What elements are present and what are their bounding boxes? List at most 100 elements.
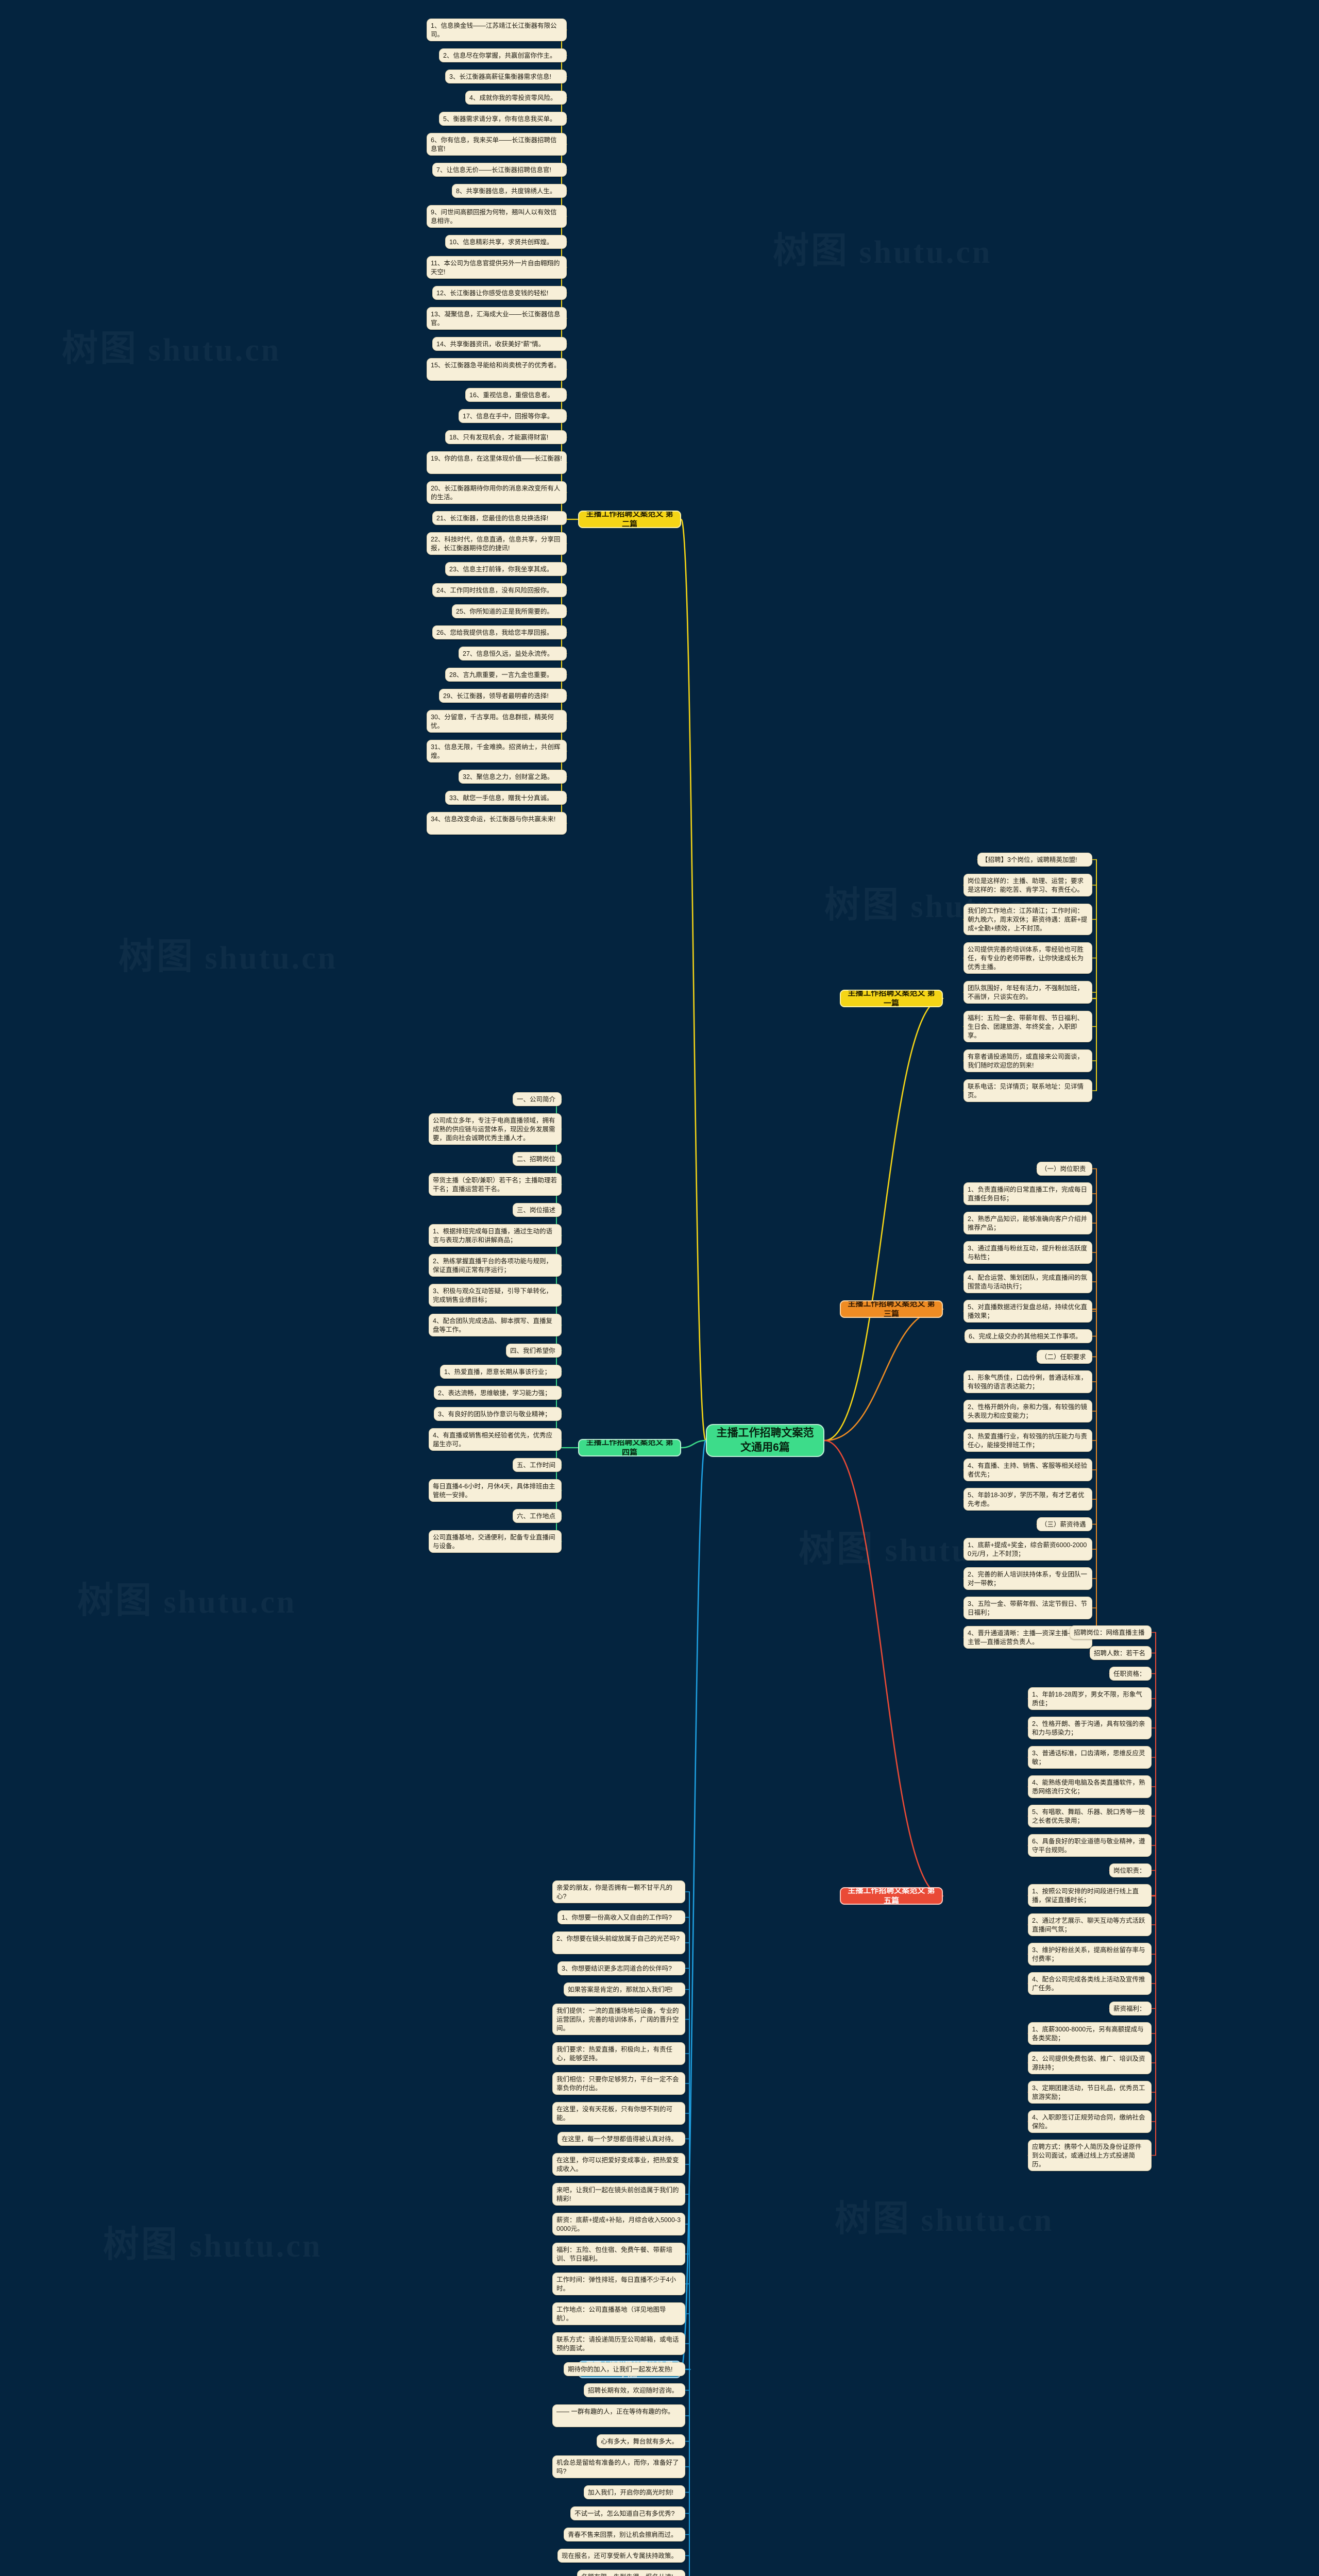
leaf-node[interactable]: 不试一试，怎么知道自己有多优秀?: [570, 2506, 685, 2520]
leaf-node[interactable]: 4、入职即签订正规劳动合同，缴纳社会保险。: [1028, 2110, 1152, 2133]
leaf-node[interactable]: 在这里，你可以把爱好变成事业，把热爱变成收入。: [552, 2153, 685, 2176]
leaf-node[interactable]: 我们的工作地点：江苏靖江；工作时间：朝九晚六，周末双休；薪资待遇：底薪+提成+全…: [963, 904, 1092, 935]
leaf-node[interactable]: 1、根据排班完成每日直播，通过生动的语言与表现力展示和讲解商品；: [429, 1224, 562, 1247]
leaf-node[interactable]: 26、您给我提供信息，我给您丰厚回报。: [432, 625, 567, 639]
leaf-node[interactable]: 亲爱的朋友，你是否拥有一颗不甘平凡的心?: [552, 1880, 685, 1903]
leaf-node[interactable]: 5、衡器需求请分享，你有信息我买单。: [439, 112, 567, 126]
leaf-node[interactable]: 2、完善的新人培训扶持体系，专业团队一对一带教；: [963, 1567, 1092, 1590]
leaf-node[interactable]: 招聘岗位：网络直播主播: [1070, 1625, 1152, 1639]
leaf-node[interactable]: 2、公司提供免费包装、推广、培训及资源扶持；: [1028, 2052, 1152, 2074]
leaf-node[interactable]: 机会总是留给有准备的人，而你，准备好了吗?: [552, 2455, 685, 2478]
leaf-node[interactable]: 四、我们希望你: [506, 1344, 562, 1358]
leaf-node[interactable]: 青春不售来回票，别让机会擦肩而过。: [564, 2528, 685, 2541]
leaf-node[interactable]: 23、信息主打前锋，你我坐享其成。: [445, 562, 567, 576]
leaf-node[interactable]: 我们要求：热爱直播，积极向上，有责任心，能够坚持。: [552, 2042, 685, 2065]
leaf-node[interactable]: 9、问世间高额回报为何物，翘叫人以有效信息相许。: [427, 205, 567, 228]
branch-node-p1[interactable]: 主播工作招聘文案范文 第一篇: [840, 990, 943, 1007]
leaf-node[interactable]: 现在报名，还可享受新人专属扶持政策。: [557, 2549, 685, 2563]
leaf-node[interactable]: （一）岗位职责: [1037, 1162, 1092, 1176]
leaf-node[interactable]: 21、长江衡器，您最佳的信息兑换选择!: [432, 511, 567, 525]
leaf-node[interactable]: 招聘人数：若干名: [1090, 1646, 1152, 1660]
leaf-node[interactable]: 6、具备良好的职业道德与敬业精神，遵守平台规则。: [1028, 1834, 1152, 1857]
leaf-node[interactable]: 六、工作地点: [513, 1509, 562, 1523]
leaf-node[interactable]: 来吧，让我们一起在镜头前创造属于我们的精彩!: [552, 2183, 685, 2206]
leaf-node[interactable]: 我们提供：一流的直播场地与设备，专业的运营团队，完善的培训体系，广阔的晋升空间。: [552, 2004, 685, 2035]
leaf-node[interactable]: 岗位职责：: [1109, 1863, 1152, 1877]
leaf-node[interactable]: 二、招聘岗位: [513, 1152, 562, 1166]
leaf-node[interactable]: 2、通过才艺展示、聊天互动等方式活跃直播间气氛；: [1028, 1913, 1152, 1936]
leaf-node[interactable]: 有意者请投递简历，或直接来公司面谈，我们随时欢迎您的到来!: [963, 1049, 1092, 1072]
leaf-node[interactable]: 岗位是这样的：主播、助理、运营；要求是这样的：能吃苦、肯学习、有责任心。: [963, 874, 1092, 896]
leaf-node[interactable]: 薪资福利：: [1109, 2002, 1152, 2015]
leaf-node[interactable]: 22、科技时代，信息直通，信息共享，分享回报，长江衡器期待您的捷讯!: [427, 532, 567, 555]
leaf-node[interactable]: 3、你想要结识更多志同道合的伙伴吗?: [557, 1961, 685, 1975]
leaf-node[interactable]: 3、有良好的团队协作意识与敬业精神；: [434, 1407, 562, 1421]
leaf-node[interactable]: 带货主播（全职/兼职）若干名；主播助理若干名；直播运营若干名。: [429, 1173, 562, 1196]
leaf-node[interactable]: 19、你的信息，在这里体现价值——长江衡器!: [427, 451, 567, 474]
leaf-node[interactable]: 34、信息改变命运，长江衡器与你共赢未来!: [427, 812, 567, 835]
leaf-node[interactable]: 24、工作同时找信息，没有风险回报你。: [432, 583, 567, 597]
leaf-node[interactable]: 5、有唱歌、舞蹈、乐器、脱口秀等一技之长者优先录用；: [1028, 1805, 1152, 1827]
leaf-node[interactable]: 1、年龄18-28周岁，男女不限，形象气质佳；: [1028, 1687, 1152, 1710]
leaf-node[interactable]: 4、配合团队完成选品、脚本撰写、直播复盘等工作。: [429, 1314, 562, 1336]
leaf-node[interactable]: 1、热爱直播，愿意长期从事该行业；: [440, 1365, 562, 1379]
leaf-node[interactable]: 4、有直播、主持、销售、客服等相关经验者优先；: [963, 1459, 1092, 1481]
leaf-node[interactable]: 15、长江衡器急寻能给和尚卖梳子的优秀者。: [427, 358, 567, 381]
leaf-node[interactable]: 公司成立多年，专注于电商直播领域，拥有成熟的供应链与运营体系，现因业务发展需要，…: [429, 1113, 562, 1145]
leaf-node[interactable]: 1、底薪+提成+奖金，综合薪资6000-20000元/月，上不封顶；: [963, 1538, 1092, 1561]
leaf-node[interactable]: 14、共享衡器资讯，收获美好"薪"情。: [432, 337, 567, 351]
leaf-node[interactable]: 29、长江衡器，领导者最明睿的选择!: [439, 689, 567, 703]
leaf-node[interactable]: 我们相信：只要你足够努力，平台一定不会辜负你的付出。: [552, 2072, 685, 2095]
leaf-node[interactable]: 18、只有发现机会，才能赢得财富!: [445, 430, 567, 444]
leaf-node[interactable]: 5、年龄18-30岁，学历不限，有才艺者优先考虑。: [963, 1488, 1092, 1511]
leaf-node[interactable]: 3、通过直播与粉丝互动，提升粉丝活跃度与粘性；: [963, 1241, 1092, 1264]
leaf-node[interactable]: 16、重视信息，重偿信息者。: [465, 388, 567, 402]
leaf-node[interactable]: 3、积极与观众互动答疑，引导下单转化，完成销售业绩目标；: [429, 1284, 562, 1307]
leaf-node[interactable]: 每日直播4-6小时，月休4天，具体排班由主管统一安排。: [429, 1479, 562, 1502]
leaf-node[interactable]: 2、性格开朗、善于沟通，具有较强的亲和力与感染力；: [1028, 1717, 1152, 1739]
leaf-node[interactable]: 6、你有信息，我来买单——长江衡器招聘信息官!: [427, 133, 567, 156]
leaf-node[interactable]: 3、维护好粉丝关系，提高粉丝留存率与付费率；: [1028, 1943, 1152, 1965]
leaf-node[interactable]: 32、聚信息之力，创财富之路。: [459, 770, 567, 784]
leaf-node[interactable]: 6、完成上级交办的其他相关工作事项。: [965, 1329, 1092, 1343]
branch-node-p2[interactable]: 主播工作招聘文案范文 第二篇: [578, 511, 681, 528]
leaf-node[interactable]: 2、性格开朗外向，亲和力强，有较强的镜头表现力和应变能力；: [963, 1400, 1092, 1422]
leaf-node[interactable]: 30、分留意，千古享用。信息群揽，精英何忧。: [427, 710, 567, 733]
leaf-node[interactable]: 加入我们，开启你的高光时刻!: [584, 2485, 685, 2499]
leaf-node[interactable]: 4、成就你我的零投资零风险。: [465, 91, 567, 105]
leaf-node[interactable]: 公司提供完善的培训体系，零经验也可胜任，有专业的老师带教，让你快速成长为优秀主播…: [963, 942, 1092, 974]
leaf-node[interactable]: 3、定期团建活动，节日礼品，优秀员工旅游奖励；: [1028, 2081, 1152, 2104]
leaf-node[interactable]: 联系方式：请投递简历至公司邮箱，或电话预约面试。: [552, 2332, 685, 2355]
leaf-node[interactable]: 10、信息精彩共享，求贤共创辉煌。: [445, 235, 567, 249]
leaf-node[interactable]: 12、长江衡器让你感受信息变钱的轻松!: [432, 286, 567, 300]
leaf-node[interactable]: 3、普通话标准，口齿清晰，思维反应灵敏；: [1028, 1746, 1152, 1769]
leaf-node[interactable]: 任职资格：: [1109, 1667, 1152, 1681]
leaf-node[interactable]: 7、让信息无价——长江衡器招聘信息官!: [432, 163, 567, 177]
leaf-node[interactable]: 工作地点：公司直播基地（详见地图导航）。: [552, 2302, 685, 2325]
leaf-node[interactable]: 8、共享衡器信息，共度锦绣人生。: [452, 184, 567, 198]
leaf-node[interactable]: 17、信息在手中，回报等你拿。: [459, 409, 567, 423]
leaf-node[interactable]: 1、你想要一份高收入又自由的工作吗?: [557, 1910, 685, 1924]
leaf-node[interactable]: 28、言九鼎重要，一言九金也重要。: [445, 668, 567, 682]
leaf-node[interactable]: 如果答案是肯定的，那就加入我们吧!: [564, 1982, 685, 1996]
center-node[interactable]: 主播工作招聘文案范文通用6篇: [706, 1424, 824, 1457]
leaf-node[interactable]: 名额有限，先到先得，报名从速!: [577, 2570, 685, 2576]
leaf-node[interactable]: 11、本公司为信息官提供另外一片自由翱翔的天空!: [427, 256, 567, 279]
leaf-node[interactable]: 4、能熟练使用电脑及各类直播软件，熟悉网络流行文化；: [1028, 1775, 1152, 1798]
branch-node-p3[interactable]: 主播工作招聘文案范文 第三篇: [840, 1300, 943, 1318]
leaf-node[interactable]: 2、熟练掌握直播平台的各项功能与规则，保证直播间正常有序运行；: [429, 1254, 562, 1277]
leaf-node[interactable]: 一、公司简介: [513, 1092, 562, 1106]
leaf-node[interactable]: 3、长江衡器高薪征集衡器需求信息!: [445, 70, 567, 83]
leaf-node[interactable]: 1、底薪3000-8000元，另有高额提成与各类奖励；: [1028, 2022, 1152, 2045]
leaf-node[interactable]: 期待你的加入，让我们一起发光发热!: [564, 2362, 685, 2376]
leaf-node[interactable]: 公司直播基地，交通便利，配备专业直播间与设备。: [429, 1530, 562, 1553]
leaf-node[interactable]: 31、信息无限，千金难换。招贤纳士，共创辉煌。: [427, 740, 567, 762]
leaf-node[interactable]: 27、信息恒久远，益处永流传。: [459, 647, 567, 660]
leaf-node[interactable]: 工作时间：弹性排班，每日直播不少于4小时。: [552, 2273, 685, 2295]
leaf-node[interactable]: 在这里，没有天花板，只有你想不到的可能。: [552, 2102, 685, 2125]
leaf-node[interactable]: 1、形象气质佳，口齿伶俐，普通话标准，有较强的语言表达能力；: [963, 1370, 1092, 1393]
leaf-node[interactable]: 3、五险一金、带薪年假、法定节假日、节日福利；: [963, 1597, 1092, 1619]
leaf-node[interactable]: 1、负责直播间的日常直播工作，完成每日直播任务目标；: [963, 1182, 1092, 1205]
leaf-node[interactable]: 【招聘】3个岗位，诚聘精英加盟!: [977, 853, 1092, 867]
leaf-node[interactable]: 福利：五险、包住宿、免费午餐、带薪培训、节日福利。: [552, 2243, 685, 2265]
